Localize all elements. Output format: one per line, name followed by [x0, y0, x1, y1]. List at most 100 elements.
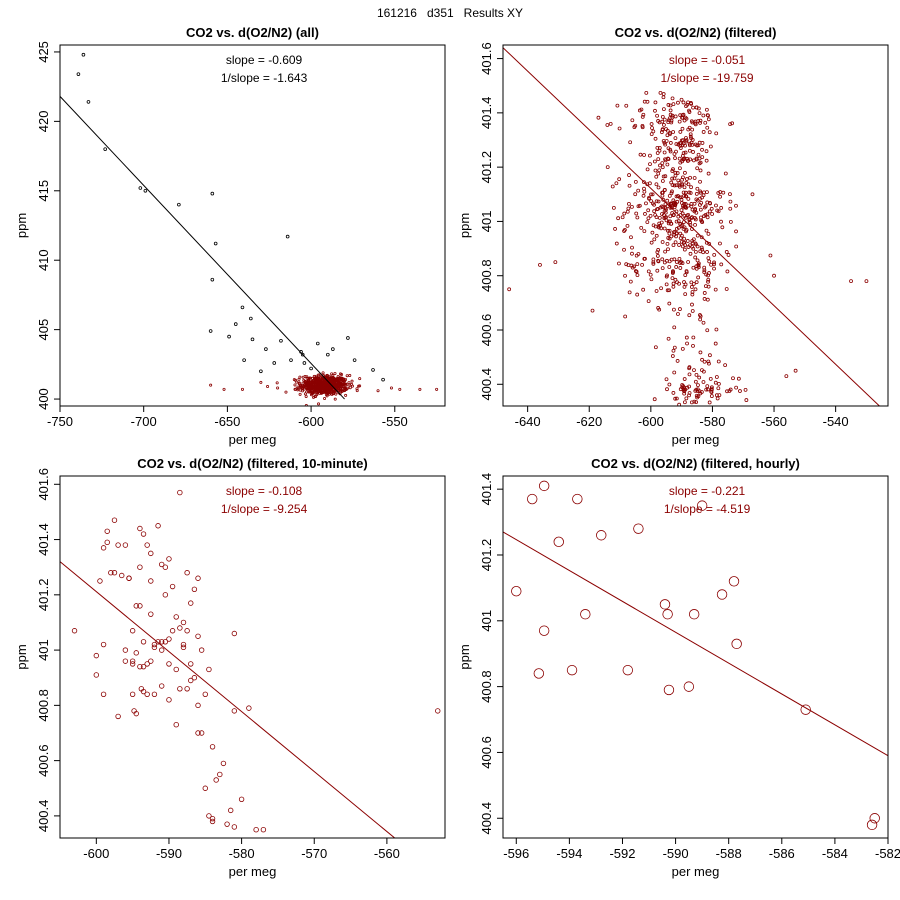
data-point — [670, 183, 675, 187]
data-point — [654, 199, 659, 204]
data-point — [676, 194, 680, 198]
data-point — [702, 297, 707, 301]
data-point — [676, 100, 680, 105]
data-point — [705, 215, 710, 220]
data-point — [728, 199, 733, 204]
data-point — [668, 141, 673, 145]
data-point — [605, 123, 610, 127]
data-point — [687, 148, 692, 153]
data-point — [672, 307, 676, 312]
data-point — [706, 279, 710, 284]
data-point — [662, 117, 667, 122]
chart-title: CO2 vs. d(O2/N2) (filtered, hourly) — [591, 456, 800, 471]
data-point — [654, 233, 659, 238]
data-point — [655, 254, 660, 258]
x-tick-label: -560 — [761, 414, 787, 429]
data-point — [688, 134, 693, 139]
data-point — [264, 347, 268, 351]
regression-line — [503, 47, 881, 406]
data-point — [674, 396, 679, 401]
data-point — [697, 140, 702, 145]
data-point — [625, 223, 630, 228]
data-point — [649, 199, 654, 204]
data-point — [663, 249, 668, 254]
data-point — [728, 387, 733, 392]
data-point — [701, 320, 706, 325]
data-point — [701, 250, 706, 255]
data-point — [672, 152, 677, 156]
data-point — [694, 400, 699, 405]
y-axis-label: ppm — [14, 213, 29, 238]
data-point — [652, 397, 657, 402]
data-point — [651, 201, 655, 206]
slope-annotation: slope = -0.609 — [226, 53, 303, 67]
chart-title: CO2 vs. d(O2/N2) (filtered) — [615, 25, 777, 40]
data-point — [642, 229, 647, 234]
data-point — [144, 661, 150, 667]
data-point — [636, 188, 641, 193]
data-point — [318, 384, 322, 388]
data-point — [339, 376, 343, 380]
chart-points — [71, 489, 441, 833]
data-point — [717, 393, 722, 398]
data-point — [723, 171, 728, 176]
data-point — [657, 120, 662, 125]
data-point — [140, 531, 147, 537]
data-point — [653, 100, 658, 105]
data-point — [687, 384, 691, 389]
data-point — [688, 143, 692, 148]
data-point — [699, 245, 704, 250]
data-point — [719, 219, 723, 224]
data-point — [195, 633, 201, 639]
data-point — [704, 149, 709, 154]
data-point — [654, 289, 659, 293]
data-point — [660, 212, 664, 216]
data-point — [319, 386, 323, 390]
data-point — [690, 127, 695, 132]
data-point — [674, 226, 679, 231]
data-point — [331, 373, 335, 377]
data-point — [651, 129, 656, 134]
data-point — [202, 691, 208, 698]
data-point — [307, 378, 311, 382]
data-point — [687, 313, 692, 318]
data-point — [693, 249, 698, 254]
data-point — [346, 336, 350, 340]
data-point — [716, 589, 728, 600]
data-point — [706, 359, 711, 364]
x-tick-label: -620 — [576, 414, 602, 429]
slope-annotation: slope = -0.051 — [669, 53, 746, 67]
data-point — [350, 379, 354, 383]
data-point — [640, 125, 645, 130]
data-point — [678, 166, 682, 171]
data-point — [137, 564, 143, 570]
data-point — [344, 393, 348, 397]
data-point — [655, 113, 659, 118]
data-point — [693, 208, 697, 213]
data-point — [162, 592, 169, 598]
data-point — [719, 206, 724, 210]
y-tick-label: 420 — [36, 111, 51, 133]
data-point — [660, 115, 665, 119]
data-point — [228, 807, 234, 814]
data-point — [660, 161, 665, 166]
data-point — [689, 216, 694, 221]
data-point — [671, 391, 676, 395]
data-point — [620, 215, 625, 220]
data-point — [166, 697, 172, 703]
data-point — [866, 819, 878, 831]
data-point — [678, 236, 683, 240]
data-point — [285, 234, 290, 239]
data-point — [698, 121, 702, 125]
data-point — [683, 215, 688, 220]
data-point — [685, 159, 690, 163]
data-point — [435, 708, 441, 714]
data-point — [693, 217, 698, 222]
data-point — [297, 381, 301, 385]
data-point — [660, 190, 664, 195]
data-point — [701, 113, 706, 118]
data-point — [590, 308, 595, 313]
data-point — [705, 125, 710, 130]
y-axis-label: ppm — [14, 644, 29, 669]
data-point — [316, 384, 320, 388]
